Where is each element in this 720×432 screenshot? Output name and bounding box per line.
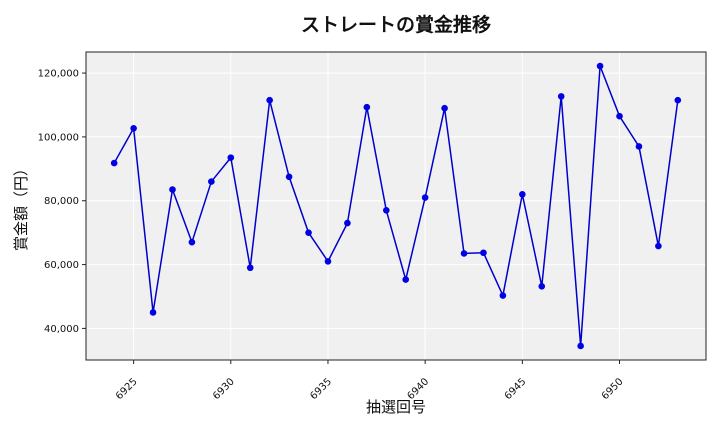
data-point [266, 96, 273, 104]
data-point [208, 178, 215, 185]
x-tick-label: 6950 [600, 376, 626, 402]
data-point [538, 282, 546, 290]
data-point [188, 238, 196, 246]
data-point [441, 104, 448, 112]
plot-area [85, 51, 707, 361]
data-point [596, 62, 604, 70]
data-point [324, 258, 332, 265]
x-tick-label: 6935 [308, 376, 334, 402]
data-point [227, 154, 235, 161]
data-point [499, 292, 507, 299]
data-point [169, 186, 176, 193]
data-point [305, 229, 312, 236]
data-point [557, 93, 565, 100]
data-point [519, 191, 526, 198]
y-tick-label: 40,000 [44, 324, 79, 335]
y-axis-label: 賞金額（円） [12, 161, 30, 251]
data-point [130, 124, 137, 132]
y-tick-label: 100,000 [38, 132, 79, 143]
data-points [110, 62, 682, 350]
data-point [110, 159, 118, 167]
data-point [421, 194, 429, 201]
data-point [577, 342, 584, 350]
grid [85, 51, 707, 361]
series-line [113, 65, 679, 347]
y-axis: 40,000 60,000 80,000 100,000 120,000 [38, 69, 86, 335]
data-point [285, 173, 293, 181]
data-point [382, 207, 390, 214]
data-point [674, 96, 682, 104]
x-tick-label: 6925 [114, 376, 140, 402]
y-tick-label: 120,000 [38, 69, 79, 80]
data-point [480, 249, 487, 257]
data-point [344, 219, 351, 227]
data-point [616, 112, 623, 120]
data-point [246, 264, 254, 272]
x-axis-label: 抽選回号 [366, 398, 426, 416]
data-point [635, 143, 643, 150]
data-point [363, 103, 371, 111]
x-tick-label: 6930 [211, 376, 237, 402]
x-axis: 6925 6930 6935 6940 6945 6950 [114, 360, 626, 402]
x-tick-label: 6945 [503, 376, 529, 402]
y-tick-label: 60,000 [44, 260, 79, 271]
plot-frame [85, 51, 707, 361]
data-point [460, 250, 468, 257]
data-point [149, 309, 157, 316]
y-tick-label: 80,000 [44, 196, 79, 207]
chart-title: ストレートの賞金推移 [301, 13, 491, 36]
data-point [655, 242, 662, 250]
data-point [402, 276, 410, 283]
